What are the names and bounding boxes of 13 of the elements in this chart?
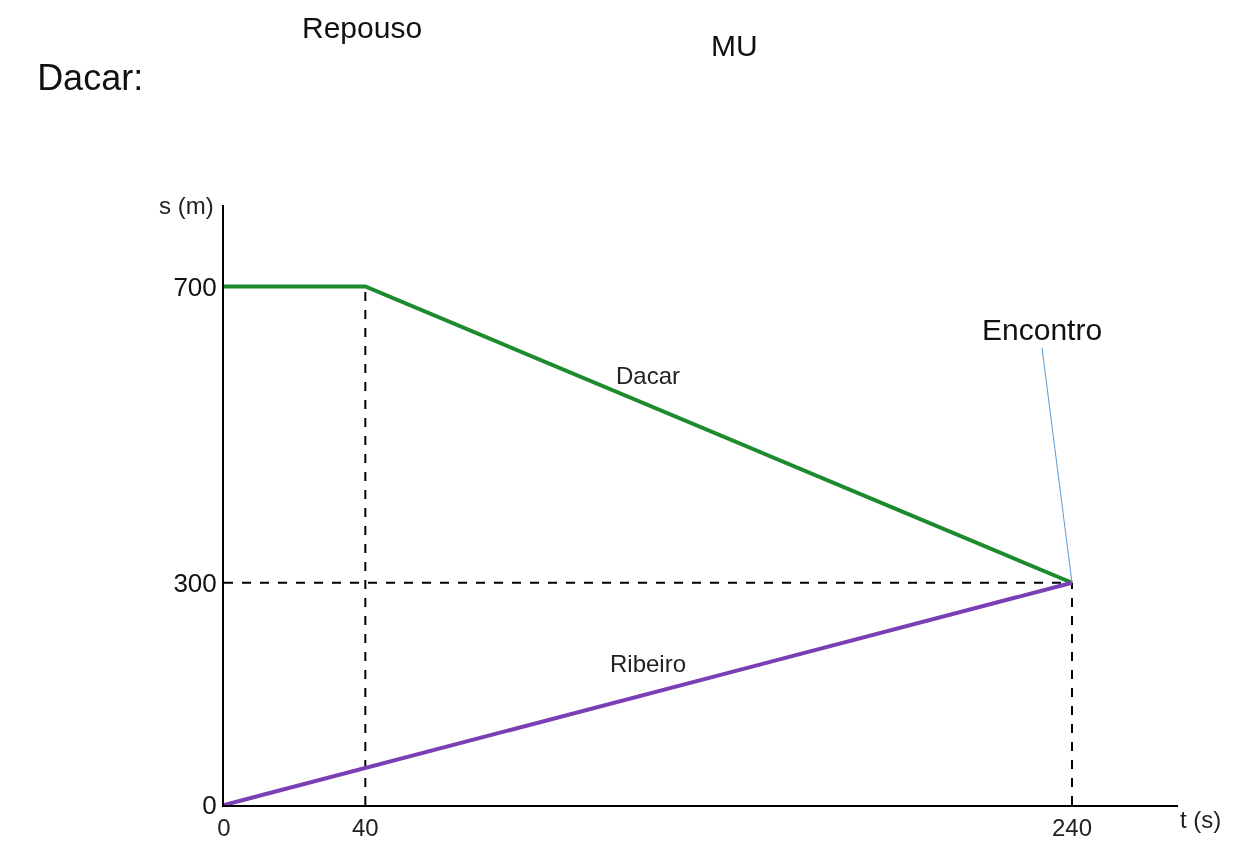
y-tick-label: 300 [173, 567, 217, 598]
y-tick-label: 0 [202, 790, 217, 821]
text: Repouso [302, 11, 423, 44]
series-label: Dacar [616, 362, 681, 389]
x-axis-title: t (s) [1180, 806, 1222, 833]
annotation: Encontro [982, 313, 1103, 346]
text: MU [711, 29, 758, 62]
chart-title: Dacar: [37, 57, 144, 99]
x-tick-label: 40 [351, 813, 379, 841]
series-label: Ribeiro [610, 650, 687, 677]
y-tick-label: 700 [173, 271, 217, 302]
y-axis-title: s (m) [159, 192, 214, 219]
x-tick-label: 240 [1051, 813, 1093, 841]
